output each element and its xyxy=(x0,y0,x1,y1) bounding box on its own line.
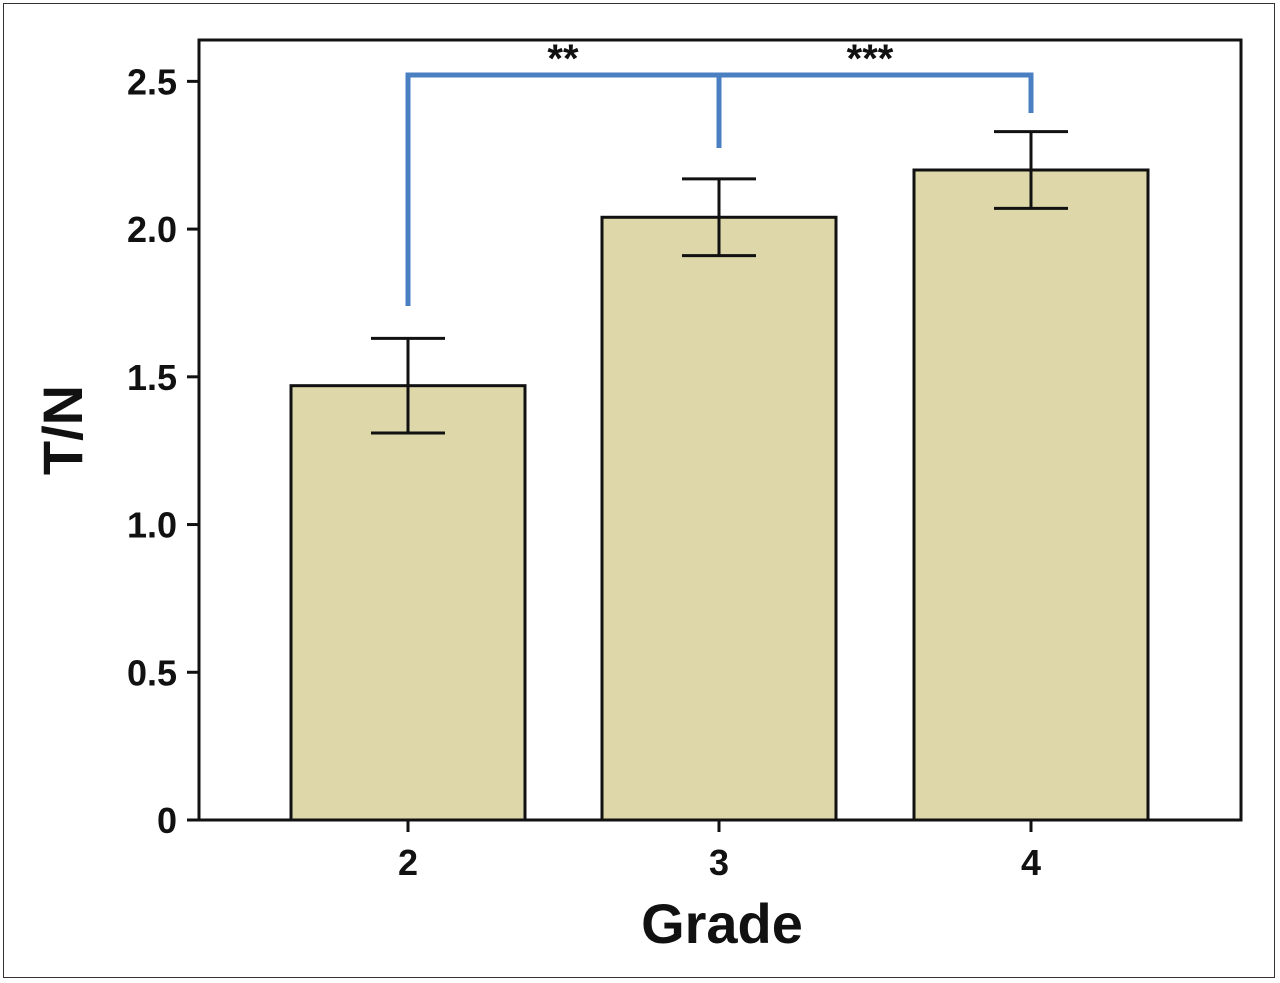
bar-grade-2 xyxy=(289,384,527,822)
x-axis-title: Grade xyxy=(641,892,803,955)
y-tick-label: 0.5 xyxy=(127,652,177,693)
y-axis: 0 0.5 1.0 1.5 2.0 2.5 xyxy=(127,61,199,841)
x-axis: 2 3 4 xyxy=(398,820,1041,883)
x-tick-label: 2 xyxy=(398,842,418,883)
error-bars-group xyxy=(371,130,1068,435)
figure-frame xyxy=(3,3,1275,978)
y-tick-label: 1.0 xyxy=(127,505,177,546)
bars-group xyxy=(289,168,1150,822)
y-tick-label: 2.5 xyxy=(127,61,177,102)
significance-label-3-vs-4: *** xyxy=(847,37,894,81)
y-tick-label: 1.5 xyxy=(127,357,177,398)
bar-grade-4 xyxy=(912,168,1150,822)
bar-grade-3 xyxy=(600,215,838,822)
significance-label-2-vs-3: ** xyxy=(547,37,579,81)
y-axis-title: T/N xyxy=(31,385,94,475)
y-tick-label: 2.0 xyxy=(127,209,177,250)
x-tick-label: 4 xyxy=(1021,842,1041,883)
x-tick-label: 3 xyxy=(709,842,729,883)
significance-brackets: ** *** xyxy=(405,37,1034,306)
y-tick-label: 0 xyxy=(157,800,177,841)
